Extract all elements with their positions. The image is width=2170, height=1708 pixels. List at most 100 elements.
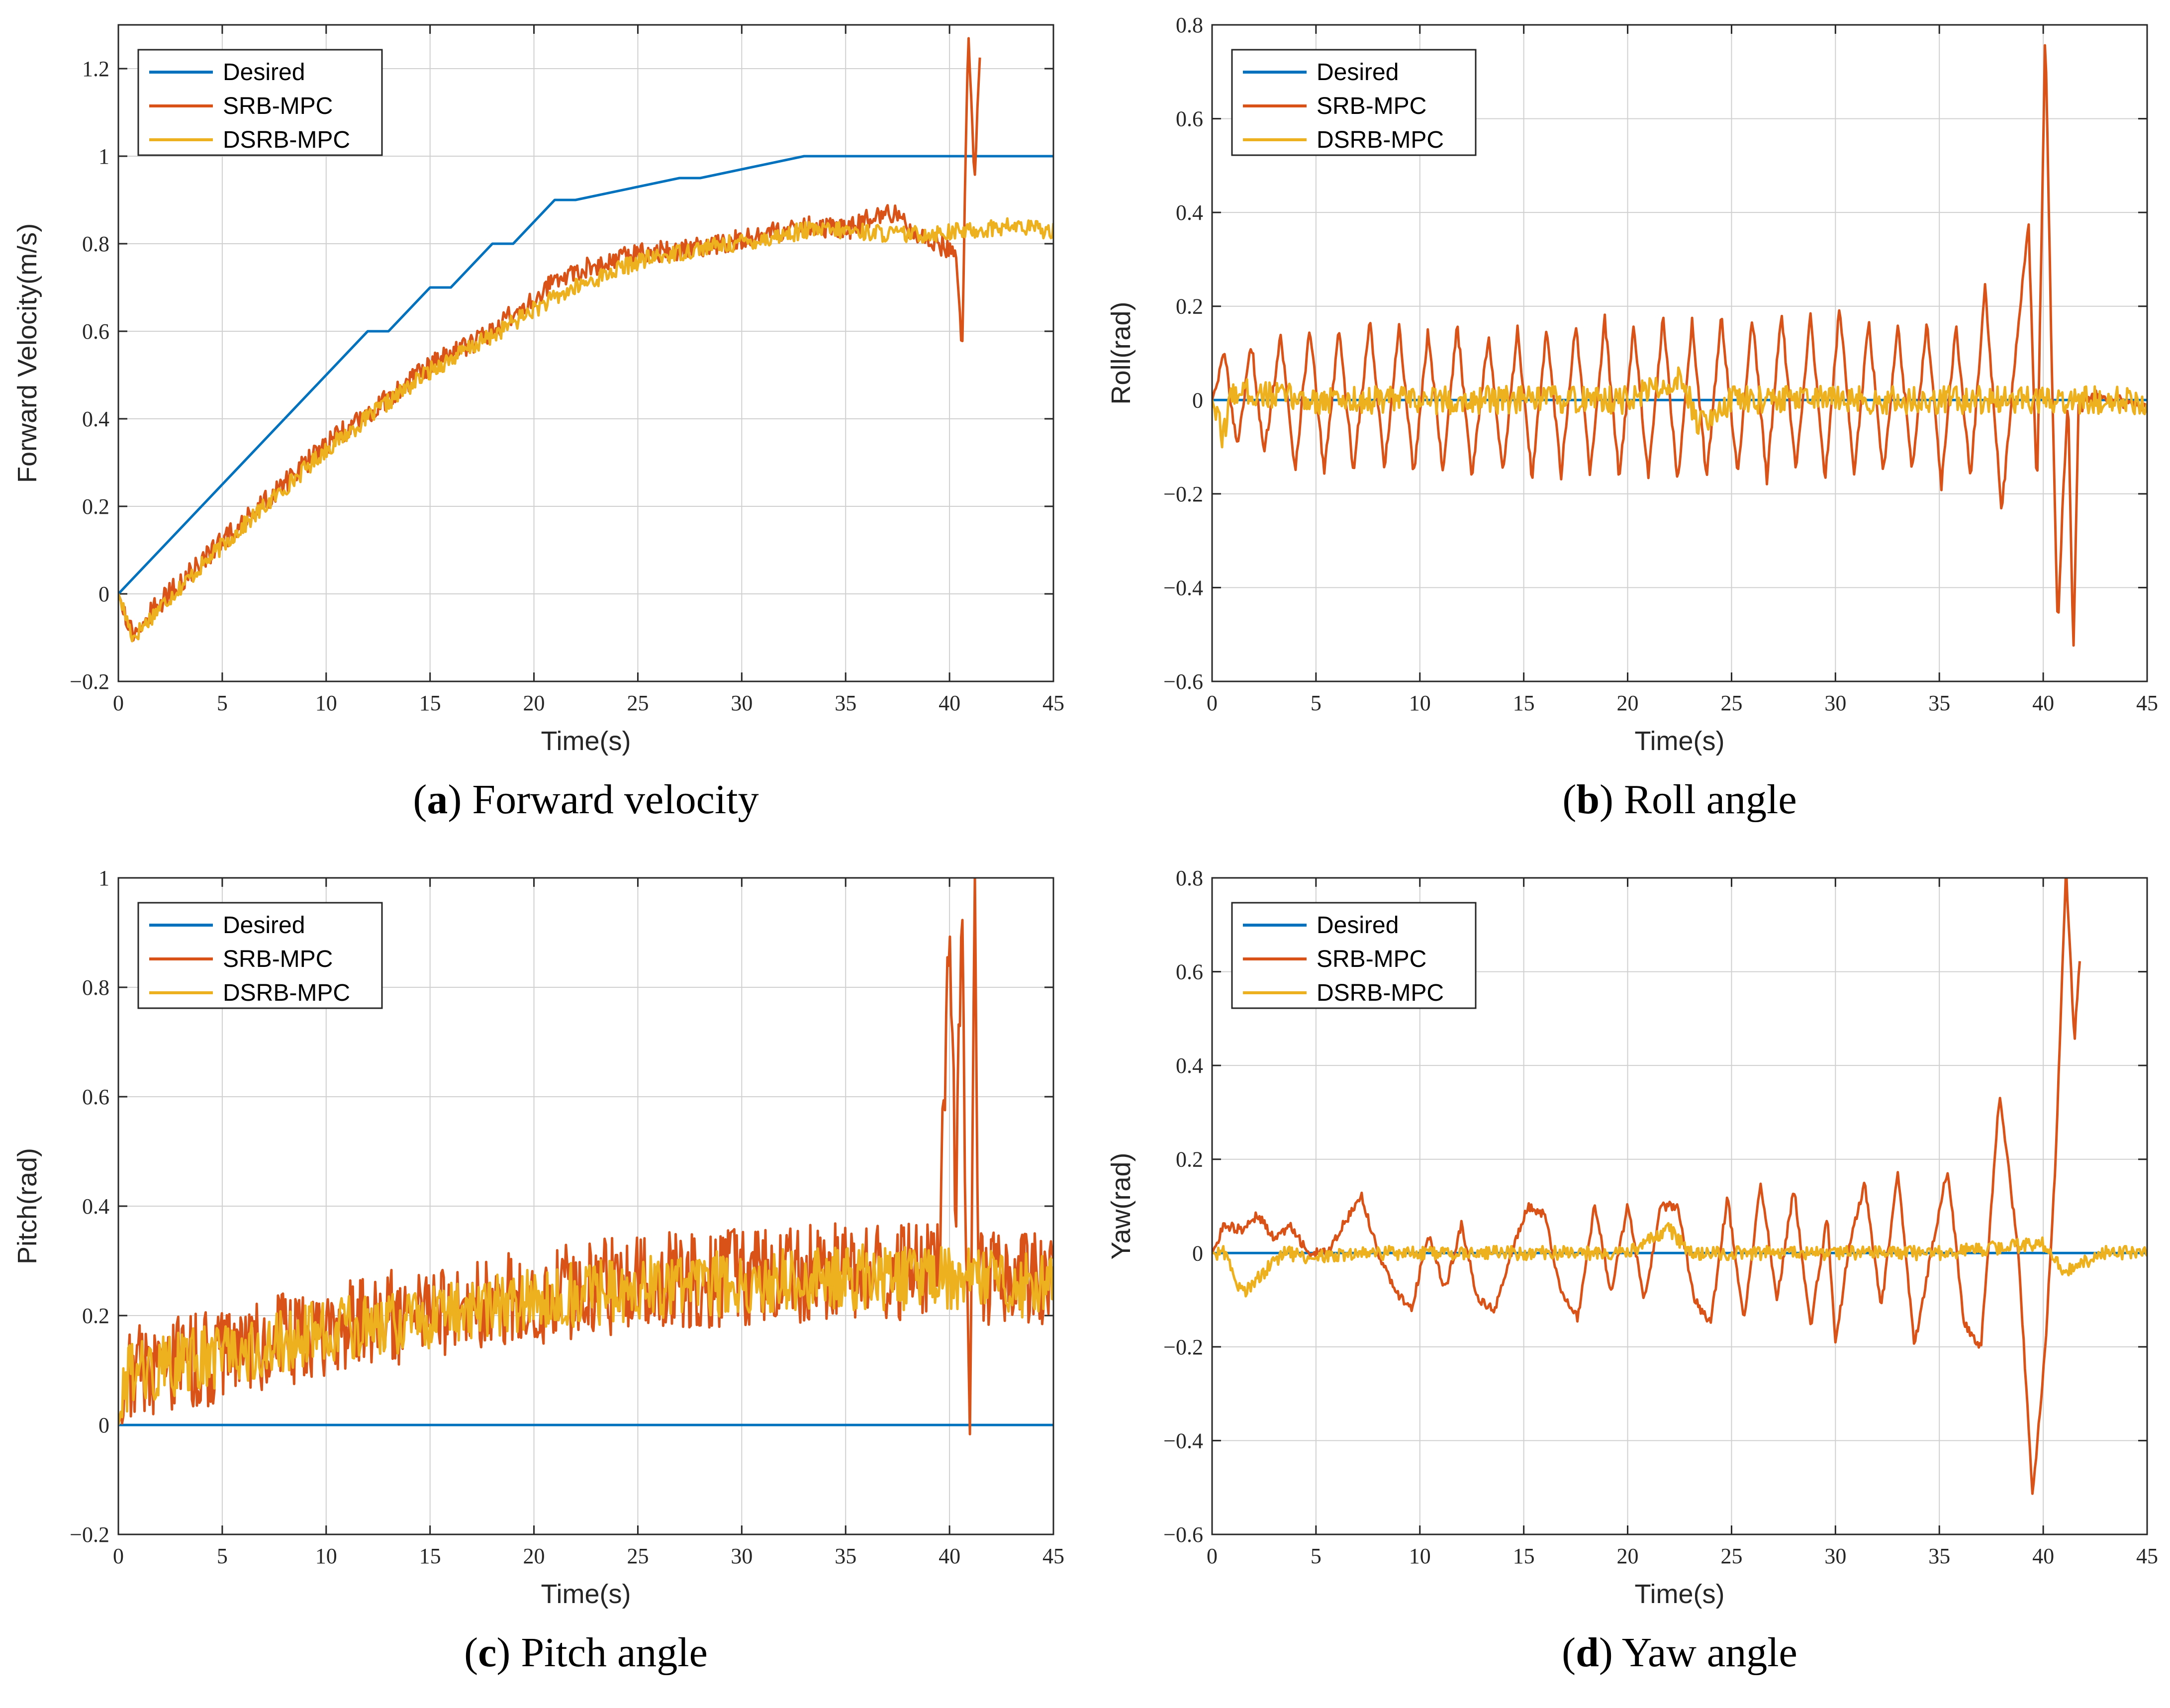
x-tick-label: 15 xyxy=(419,691,441,715)
series-line-srb-mpc xyxy=(1212,878,2081,1495)
x-tick-label: 20 xyxy=(1617,1544,1639,1568)
legend-label: DSRB-MPC xyxy=(1317,127,1444,153)
x-tick-label: 40 xyxy=(2032,691,2054,715)
legend-label: SRB-MPC xyxy=(1317,93,1426,119)
legend-box xyxy=(137,902,383,1009)
series-line-dsrb-mpc xyxy=(118,217,1053,643)
x-tick-label: 35 xyxy=(835,691,856,715)
legend-box xyxy=(137,49,383,156)
y-tick-label: 0.2 xyxy=(82,1304,109,1328)
legend-label: SRB-MPC xyxy=(223,93,333,119)
x-tick-label: 0 xyxy=(113,1544,124,1568)
y-tick-label: 0.4 xyxy=(1176,1053,1203,1078)
x-tick-label: 0 xyxy=(1207,691,1218,715)
y-tick-label: 0 xyxy=(1192,1241,1203,1265)
legend-label: SRB-MPC xyxy=(223,946,333,972)
panel-caption: (d) Yaw angle xyxy=(1562,1629,1797,1676)
y-tick-label: 1.2 xyxy=(82,57,109,81)
x-tick-label: 25 xyxy=(627,1544,649,1568)
y-tick-label: 0.8 xyxy=(82,232,109,256)
x-tick-label: 5 xyxy=(217,691,228,715)
y-tick-label: 0.2 xyxy=(82,494,109,519)
series-group xyxy=(118,878,1053,1435)
legend-box xyxy=(1231,902,1477,1009)
y-axis-label: Pitch(rad) xyxy=(12,1148,42,1264)
legend-label: DSRB-MPC xyxy=(223,980,350,1006)
panel-yaw-angle: 0 5 10 15 20 25 30 35 40 45 −0.6 −0.4 −0.2 0 0.2 0.4 0.6… xyxy=(1106,866,2158,1676)
x-tick-label: 25 xyxy=(1720,1544,1742,1568)
y-tick-label: −0.6 xyxy=(1163,1522,1203,1547)
y-tick-label: 1 xyxy=(98,144,109,169)
x-tick-label: 30 xyxy=(731,1544,753,1568)
y-tick-label: −0.4 xyxy=(1163,575,1203,600)
axes-frame xyxy=(117,877,1054,1535)
x-tick-label: 0 xyxy=(1207,1544,1218,1568)
panel-roll-angle: 0 5 10 15 20 25 30 35 40 45 −0.6 −0.4 −0.2 0 0.2 0.4 0.6… xyxy=(1106,13,2158,823)
y-tick-label: −0.6 xyxy=(1163,669,1203,694)
y-tick-label: 0.8 xyxy=(1176,13,1203,37)
x-axis-label: Time(s) xyxy=(1635,726,1725,756)
x-tick-label: 35 xyxy=(1928,691,1950,715)
x-tick-label: 5 xyxy=(1311,1544,1321,1568)
y-tick-label: 0.6 xyxy=(1176,960,1203,984)
x-tick-label: 40 xyxy=(939,1544,960,1568)
y-tick-label: 0.4 xyxy=(82,407,109,431)
x-tick-label: 45 xyxy=(2136,1544,2158,1568)
x-tick-label: 0 xyxy=(113,691,124,715)
series-group xyxy=(1212,878,2147,1495)
legend-label: Desired xyxy=(1317,59,1399,86)
y-axis-label: Yaw(rad) xyxy=(1106,1152,1136,1259)
legend-label: DSRB-MPC xyxy=(1317,980,1444,1006)
series-line-dsrb-mpc xyxy=(118,1243,1053,1425)
y-axis-label: Roll(rad) xyxy=(1106,301,1136,404)
legend: Desired SRB-MPC DSRB-MPC xyxy=(137,902,383,1009)
y-tick-label: 0.2 xyxy=(1176,1147,1203,1172)
axes-frame xyxy=(117,24,1054,682)
x-tick-label: 30 xyxy=(731,691,753,715)
series-group xyxy=(118,37,1053,643)
x-tick-label: 25 xyxy=(627,691,649,715)
legend-box xyxy=(1231,49,1477,156)
y-tick-label: 0.6 xyxy=(82,1085,109,1109)
x-axis-label: Time(s) xyxy=(541,726,631,756)
y-tick-label: 0.4 xyxy=(1176,200,1203,225)
y-tick-label: 0.8 xyxy=(1176,866,1203,890)
legend-label: DSRB-MPC xyxy=(223,127,350,153)
y-tick-label: −0.2 xyxy=(70,1522,109,1547)
x-tick-label: 45 xyxy=(1042,691,1064,715)
panel-caption: (c) Pitch angle xyxy=(464,1629,708,1676)
y-tick-label: 0.2 xyxy=(1176,294,1203,319)
x-tick-label: 30 xyxy=(1824,1544,1846,1568)
series-group xyxy=(1212,44,2147,647)
y-tick-label: 0 xyxy=(1192,388,1203,412)
x-tick-label: 15 xyxy=(419,1544,441,1568)
axes-frame xyxy=(1211,24,2148,682)
legend: Desired SRB-MPC DSRB-MPC xyxy=(137,49,383,156)
legend: Desired SRB-MPC DSRB-MPC xyxy=(1231,49,1477,156)
x-tick-label: 10 xyxy=(1409,691,1431,715)
y-tick-label: 0 xyxy=(98,582,109,606)
x-tick-label: 30 xyxy=(1824,691,1846,715)
y-tick-label: −0.4 xyxy=(1163,1428,1203,1453)
x-tick-label: 45 xyxy=(2136,691,2158,715)
legend-label: Desired xyxy=(223,912,305,939)
x-tick-label: 40 xyxy=(939,691,960,715)
series-line-srb-mpc xyxy=(118,878,1053,1435)
x-tick-label: 10 xyxy=(1409,1544,1431,1568)
x-tick-label: 15 xyxy=(1513,1544,1535,1568)
series-line-srb-mpc xyxy=(1212,44,2147,647)
x-tick-label: 20 xyxy=(523,691,545,715)
legend-label: Desired xyxy=(1317,912,1399,939)
legend-label: Desired xyxy=(223,59,305,86)
y-tick-label: 0.8 xyxy=(82,975,109,1000)
panel-caption: (b) Roll angle xyxy=(1562,776,1796,823)
panel-forward-velocity: 0 5 10 15 20 25 30 35 40 45−0.200.20.40.60.811.2 D… xyxy=(12,24,1064,823)
y-tick-label: 1 xyxy=(98,866,109,890)
series-line-dsrb-mpc xyxy=(1212,1222,2147,1298)
axes-frame xyxy=(1211,877,2148,1535)
legend-label: SRB-MPC xyxy=(1317,946,1426,972)
x-tick-label: 35 xyxy=(835,1544,856,1568)
y-tick-label: 0.6 xyxy=(1176,107,1203,131)
y-axis-label: Forward Velocity(m/s) xyxy=(12,223,42,483)
y-tick-label: 0.4 xyxy=(82,1194,109,1219)
